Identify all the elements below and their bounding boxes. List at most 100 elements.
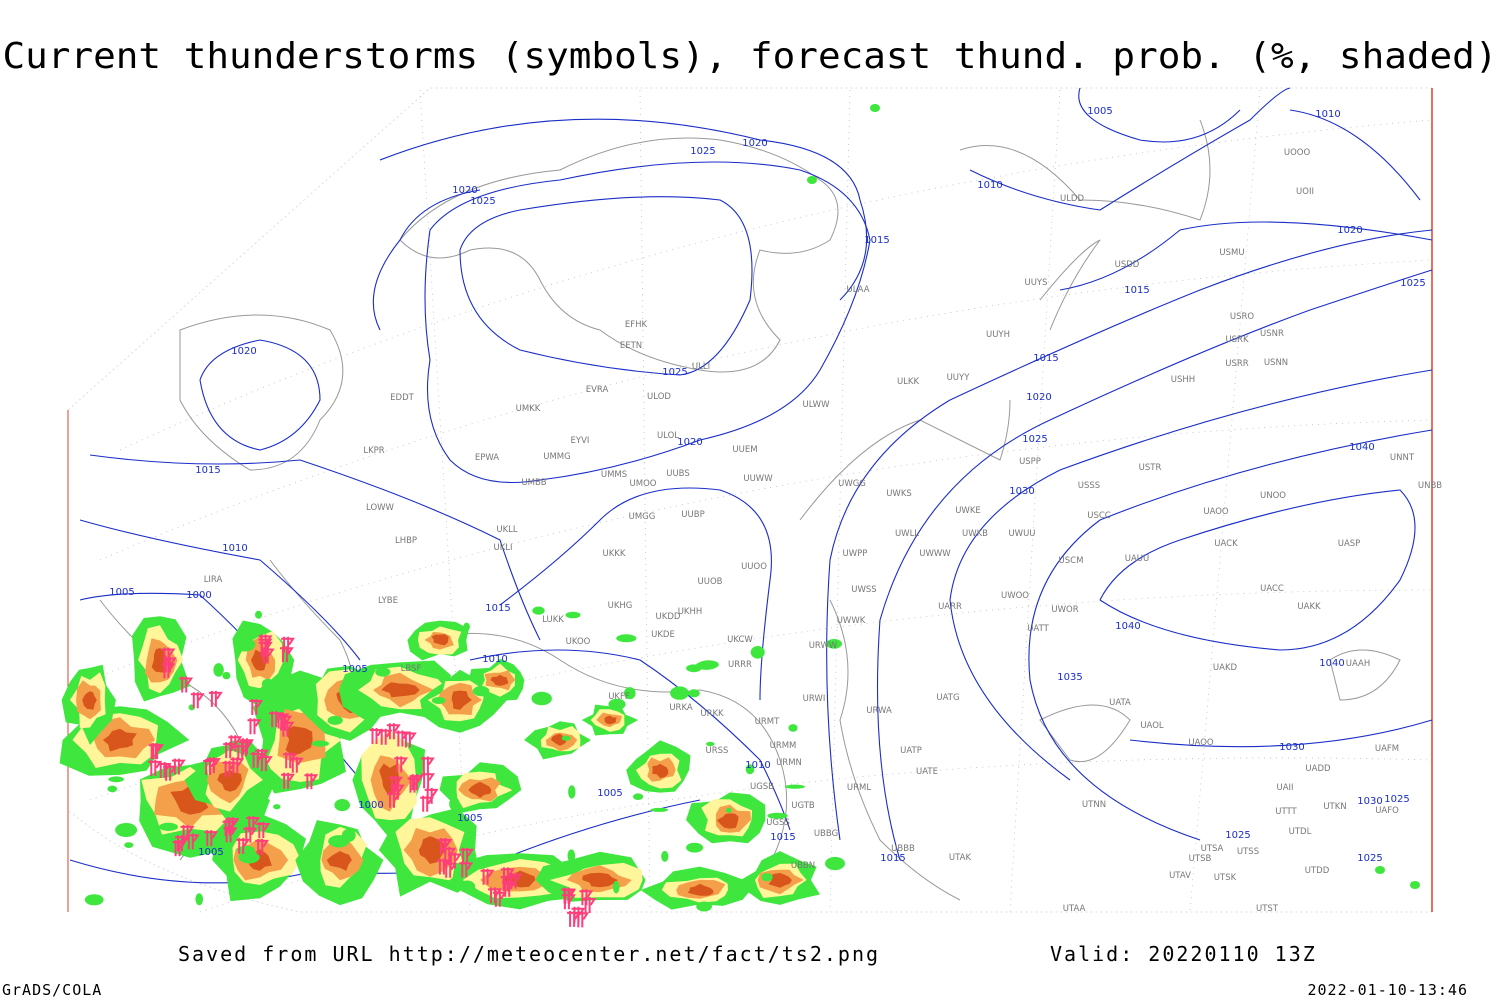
station-label: ULDD <box>1060 194 1085 204</box>
station-label: USNN <box>1264 358 1288 368</box>
isobar-label: 1025 <box>1400 278 1425 289</box>
probability-area <box>233 637 256 652</box>
station-label: URWI <box>803 694 826 704</box>
station-label: UWLL <box>895 529 919 539</box>
probability-area <box>613 880 620 894</box>
storm-symbol <box>249 699 264 715</box>
storm-symbol <box>492 890 507 907</box>
station-label: UNOO <box>1260 491 1286 501</box>
probability-area <box>561 735 571 741</box>
isobar <box>79 519 361 661</box>
station-label: UMMS <box>601 470 627 480</box>
probability-area <box>115 823 138 837</box>
station-label: EETN <box>620 341 642 351</box>
isobar-label: 1040 <box>1319 658 1344 669</box>
station-label: UUEM <box>732 445 757 455</box>
station-label: UTAA <box>1063 904 1086 914</box>
station-label: UTKN <box>1323 802 1346 812</box>
station-label: USCM <box>1059 556 1084 566</box>
isobar-label: 1015 <box>195 465 220 476</box>
probability-area <box>472 686 490 697</box>
station-label: UNNT <box>1390 453 1415 463</box>
isobar <box>469 649 791 831</box>
station-label: UAOO <box>1188 738 1214 748</box>
storm-symbol <box>161 647 176 664</box>
storm-symbol <box>387 791 401 808</box>
probability-area <box>767 812 788 819</box>
station-label: UUYS <box>1024 278 1047 288</box>
isobar-label: 1005 <box>342 664 367 675</box>
station-label: UKKK <box>603 549 626 559</box>
probability-area <box>582 872 618 888</box>
valid-time: Valid: 20220110 13Z <box>1050 942 1317 966</box>
station-label: UATG <box>936 693 959 703</box>
storm-symbol <box>185 833 200 850</box>
storm-symbol <box>389 775 403 792</box>
storm-symbol <box>162 656 177 673</box>
storm-symbol <box>190 692 205 709</box>
station-label: UKDE <box>651 630 675 640</box>
isobar <box>876 269 1433 861</box>
station-label: UBBB <box>891 844 915 854</box>
station-label: UKCW <box>727 635 753 645</box>
station-label: ULAA <box>846 285 869 295</box>
probability-area <box>418 836 446 864</box>
coastline <box>799 399 1011 521</box>
probability-area <box>334 799 351 812</box>
credit: GrADS/COLA <box>2 981 102 999</box>
station-label: URML <box>847 783 871 793</box>
probability-area <box>451 690 472 710</box>
isobar-label: 1025 <box>470 196 495 207</box>
station-label: USSS <box>1078 481 1100 491</box>
coastline <box>829 599 961 901</box>
station-label: USRK <box>1225 335 1249 345</box>
source-url: Saved from URL http://meteocenter.net/fa… <box>178 942 880 966</box>
station-label: UWKE <box>955 506 981 516</box>
storm-symbol <box>575 911 590 928</box>
station-label: LIRA <box>204 575 223 585</box>
probability-area <box>158 822 178 832</box>
station-label: USRR <box>1225 359 1249 369</box>
probability-area <box>255 610 262 619</box>
probability-area <box>238 850 260 864</box>
storm-symbol <box>240 738 254 755</box>
station-label: UMBB <box>521 478 546 488</box>
probability-area <box>633 793 644 800</box>
storm-symbol <box>208 690 223 707</box>
station-label: UBBG <box>814 829 838 839</box>
station-label: UKOO <box>566 637 591 647</box>
station-label: UAOL <box>1140 721 1164 731</box>
probability-area <box>327 715 343 726</box>
isobar <box>1078 87 1241 143</box>
station-label: UMMG <box>543 452 570 462</box>
isobar-label: 1020 <box>231 346 256 357</box>
coastlines <box>99 119 1401 901</box>
probability-area <box>695 661 717 670</box>
storm-symbol <box>443 861 458 878</box>
station-label: URMN <box>776 758 802 768</box>
storm-symbol <box>150 743 164 760</box>
station-label: UMOO <box>630 479 657 489</box>
storm-symbol <box>369 728 384 744</box>
storm-symbol <box>222 760 237 777</box>
probability-area <box>784 784 806 789</box>
station-label: UKDD <box>656 612 681 622</box>
station-label: UKHH <box>678 607 703 617</box>
station-label: UWOO <box>1001 591 1029 601</box>
station-label: UWSS <box>851 585 876 595</box>
storm-symbol <box>420 756 435 773</box>
station-label: UTST <box>1256 904 1279 914</box>
isobar-label: 1030 <box>1009 486 1034 497</box>
title: Current thunderstorms (symbols), forecas… <box>3 36 1498 77</box>
probability-area <box>725 807 732 813</box>
station-label: EVRA <box>586 385 609 395</box>
storm-symbol <box>424 787 439 804</box>
isobar-label: 1040 <box>1115 621 1140 632</box>
coastline <box>959 119 1211 221</box>
station-label: UWKB <box>962 529 988 539</box>
isobar <box>949 369 1433 781</box>
probability-area <box>375 667 391 677</box>
storm-symbol <box>460 847 474 864</box>
storm-symbol <box>148 759 163 776</box>
isobar-label: 1005 <box>198 847 223 858</box>
